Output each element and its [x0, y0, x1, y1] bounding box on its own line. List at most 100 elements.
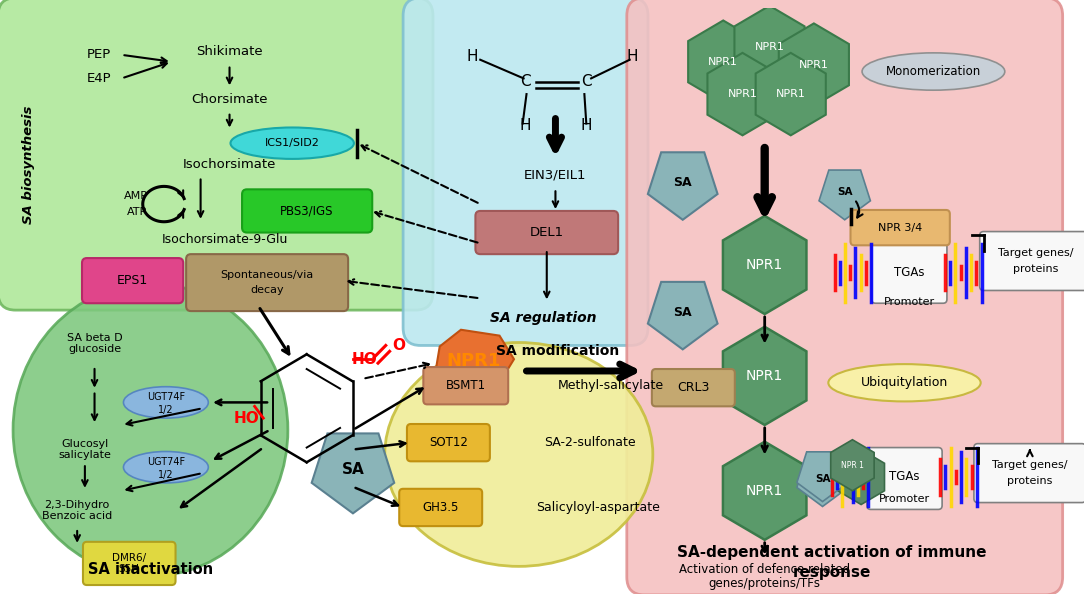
- Polygon shape: [735, 6, 804, 89]
- Text: ATP: ATP: [127, 207, 147, 217]
- FancyBboxPatch shape: [476, 211, 618, 254]
- Text: DEL1: DEL1: [530, 226, 564, 239]
- Text: SA-2-sulfonate: SA-2-sulfonate: [544, 436, 635, 449]
- Text: Shikimate: Shikimate: [196, 45, 262, 58]
- Ellipse shape: [385, 343, 653, 566]
- Text: Activation of defence related: Activation of defence related: [679, 563, 850, 576]
- Text: EPS1: EPS1: [116, 274, 147, 287]
- Polygon shape: [797, 452, 848, 501]
- Text: NPR 3/4: NPR 3/4: [878, 223, 921, 233]
- Text: Target genes/: Target genes/: [998, 248, 1073, 258]
- Polygon shape: [434, 330, 514, 393]
- Ellipse shape: [828, 364, 981, 402]
- Polygon shape: [688, 20, 759, 103]
- Ellipse shape: [124, 451, 208, 483]
- Text: SA: SA: [815, 474, 830, 484]
- Text: C: C: [581, 74, 592, 89]
- FancyBboxPatch shape: [973, 444, 1084, 503]
- FancyBboxPatch shape: [403, 0, 648, 346]
- Text: SA modification: SA modification: [495, 345, 619, 358]
- Polygon shape: [820, 170, 870, 220]
- Ellipse shape: [231, 128, 353, 159]
- Text: NPR1: NPR1: [746, 369, 784, 383]
- Text: response: response: [793, 565, 872, 580]
- Text: C: C: [520, 74, 531, 89]
- Text: PBS3/IGS: PBS3/IGS: [280, 204, 334, 217]
- Text: H: H: [581, 118, 592, 133]
- Text: PEP: PEP: [87, 48, 111, 61]
- Text: 1/2: 1/2: [158, 405, 173, 415]
- Text: Target genes/: Target genes/: [992, 460, 1068, 470]
- Polygon shape: [708, 53, 777, 135]
- Text: NPR1: NPR1: [799, 59, 829, 69]
- FancyBboxPatch shape: [424, 367, 508, 405]
- Text: HO: HO: [351, 352, 377, 366]
- Text: SOT12: SOT12: [429, 436, 468, 449]
- Text: SA regulation: SA regulation: [490, 311, 596, 325]
- Text: Spontaneous/via: Spontaneous/via: [220, 270, 313, 280]
- FancyBboxPatch shape: [83, 542, 176, 585]
- Text: H: H: [467, 49, 478, 64]
- Polygon shape: [648, 282, 718, 349]
- Text: Salicyloyl-aspartate: Salicyloyl-aspartate: [537, 501, 660, 514]
- Polygon shape: [756, 53, 826, 135]
- Text: Promoter: Promoter: [883, 297, 934, 307]
- Text: E4P: E4P: [87, 72, 112, 85]
- Text: Monomerization: Monomerization: [886, 65, 981, 78]
- Text: CRL3: CRL3: [678, 381, 710, 394]
- Text: NPR1: NPR1: [746, 258, 784, 272]
- Text: NPR1: NPR1: [746, 484, 784, 498]
- Text: SA: SA: [673, 305, 692, 318]
- Text: NPR 1: NPR 1: [841, 461, 864, 470]
- Polygon shape: [830, 440, 874, 491]
- FancyBboxPatch shape: [872, 241, 947, 304]
- Text: Isochorsimate-9-Glu: Isochorsimate-9-Glu: [162, 233, 288, 246]
- Text: SA: SA: [673, 176, 692, 189]
- FancyBboxPatch shape: [406, 424, 490, 462]
- Text: Promoter: Promoter: [879, 494, 930, 504]
- FancyBboxPatch shape: [867, 447, 942, 510]
- Text: SA: SA: [341, 462, 364, 476]
- Text: decay: decay: [250, 286, 284, 295]
- FancyBboxPatch shape: [82, 258, 183, 304]
- Text: DMR6/
S5H: DMR6/ S5H: [112, 552, 146, 574]
- Text: HO: HO: [234, 410, 260, 426]
- Text: NPR1: NPR1: [754, 42, 785, 52]
- Text: NPR1: NPR1: [447, 352, 501, 370]
- Text: NPR1: NPR1: [708, 56, 738, 67]
- Text: SA-dependent activation of immune: SA-dependent activation of immune: [678, 545, 986, 560]
- FancyBboxPatch shape: [399, 489, 482, 526]
- Text: proteins: proteins: [1007, 476, 1053, 486]
- FancyBboxPatch shape: [851, 210, 950, 245]
- Ellipse shape: [862, 53, 1005, 90]
- Text: NPR 1: NPR 1: [849, 472, 874, 482]
- Text: Ubiquitylation: Ubiquitylation: [861, 376, 948, 389]
- Text: GH3.5: GH3.5: [423, 501, 459, 514]
- Text: H: H: [627, 49, 638, 64]
- Text: BSMT1: BSMT1: [446, 379, 486, 392]
- Text: H: H: [520, 118, 531, 133]
- FancyBboxPatch shape: [186, 254, 348, 311]
- Text: NPR1: NPR1: [727, 89, 758, 99]
- Text: UGT74F: UGT74F: [146, 457, 185, 467]
- Text: Glucosyl
salicylate: Glucosyl salicylate: [59, 439, 112, 460]
- FancyBboxPatch shape: [651, 369, 735, 406]
- Polygon shape: [648, 152, 718, 220]
- FancyBboxPatch shape: [980, 232, 1084, 290]
- Text: TGAs: TGAs: [889, 469, 919, 482]
- Text: Methyl-salicylate: Methyl-salicylate: [557, 379, 663, 392]
- Polygon shape: [723, 442, 806, 540]
- Polygon shape: [312, 434, 395, 513]
- Text: Chorsimate: Chorsimate: [191, 93, 268, 106]
- FancyBboxPatch shape: [627, 0, 1062, 594]
- Text: SA beta D
glucoside: SA beta D glucoside: [67, 333, 122, 354]
- Text: Isochorsimate: Isochorsimate: [183, 158, 276, 171]
- FancyBboxPatch shape: [0, 0, 433, 310]
- Text: genes/proteins/TFs: genes/proteins/TFs: [709, 577, 821, 590]
- Polygon shape: [797, 457, 848, 507]
- Text: O: O: [391, 338, 404, 353]
- Text: 1/2: 1/2: [158, 470, 173, 480]
- Text: EIN3/EIL1: EIN3/EIL1: [525, 168, 586, 181]
- Polygon shape: [778, 23, 849, 106]
- Text: SA: SA: [837, 187, 852, 197]
